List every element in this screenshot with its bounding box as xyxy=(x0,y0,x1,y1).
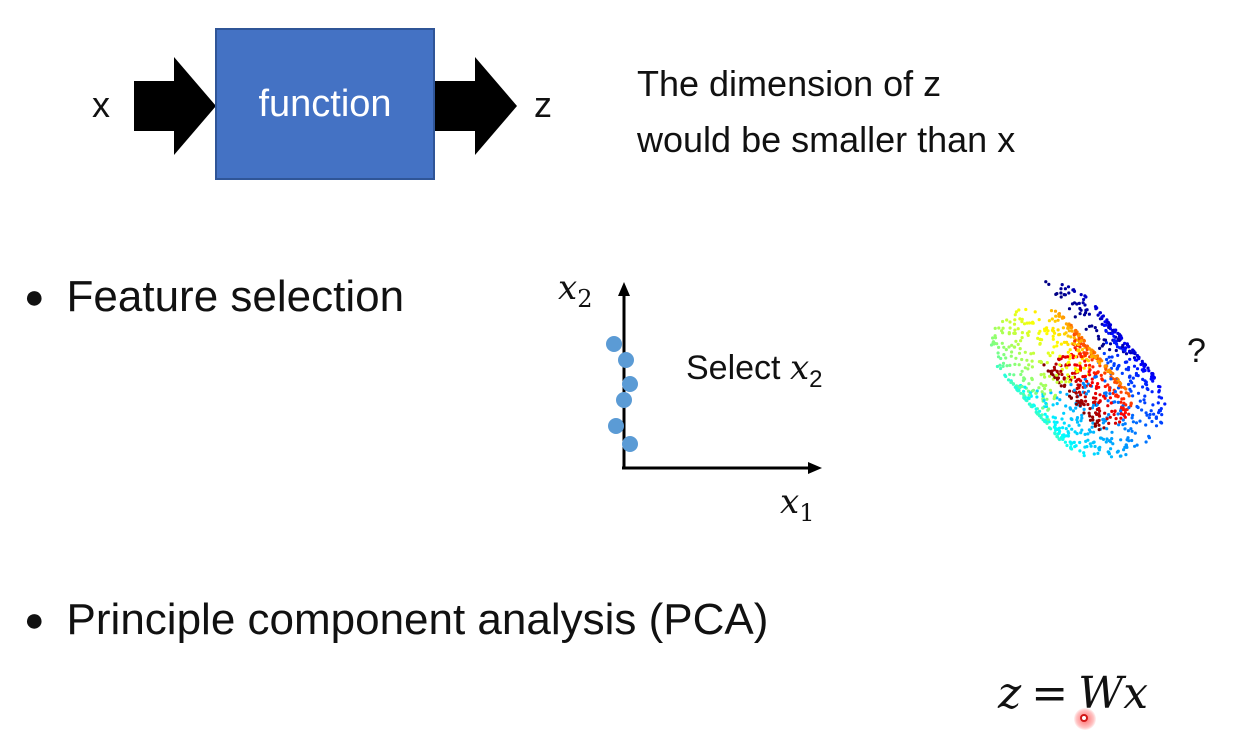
swiss-roll-points xyxy=(989,280,1167,459)
bullet-feature-selection: ● Feature selection xyxy=(24,272,404,322)
output-z-label: z xyxy=(534,84,552,125)
feature-point xyxy=(622,376,638,392)
y-axis-var: x xyxy=(558,268,578,308)
function-box: function xyxy=(215,28,435,180)
x-axis-label: x1 xyxy=(780,482,814,527)
x-axis-subscript: 1 xyxy=(799,498,815,527)
select-word: Select xyxy=(686,349,781,387)
feature-point xyxy=(622,436,638,452)
dimension-note: The dimension of z would be smaller than… xyxy=(637,56,1197,168)
pca-formula: z = Wx xyxy=(998,668,1148,719)
bullet-text: Principle component analysis (PCA) xyxy=(66,595,769,644)
select-note: Select x2 xyxy=(686,348,823,394)
feature-points xyxy=(606,336,638,452)
bullet-pca: ● Principle component analysis (PCA) xyxy=(24,595,768,645)
bullet-text: Feature selection xyxy=(66,272,405,321)
dimension-note-line2: would be smaller than x xyxy=(637,119,1016,160)
feature-point xyxy=(606,336,622,352)
y-axis-label: x2 xyxy=(558,268,592,313)
input-arrow xyxy=(134,57,216,155)
question-mark: ? xyxy=(1187,332,1206,370)
feature-point xyxy=(618,352,634,368)
select-var: x xyxy=(789,348,810,388)
input-x-label: x xyxy=(92,84,110,125)
formula-lhs: z xyxy=(998,668,1022,719)
function-label: function xyxy=(258,82,392,125)
bullet-dot-icon: ● xyxy=(24,600,45,639)
select-subscript: 2 xyxy=(809,365,823,393)
feature-point xyxy=(616,392,632,408)
dimension-note-line1: The dimension of z xyxy=(637,63,942,104)
x-axis-var: x xyxy=(780,482,800,522)
pointer-cursor-icon xyxy=(1074,708,1096,730)
bullet-dot-icon: ● xyxy=(24,277,45,316)
y-axis-subscript: 2 xyxy=(577,284,593,313)
output-arrow xyxy=(435,57,517,155)
swiss-roll-image xyxy=(989,280,1167,459)
feature-point xyxy=(608,418,624,434)
formula-equals: = xyxy=(1031,668,1069,719)
